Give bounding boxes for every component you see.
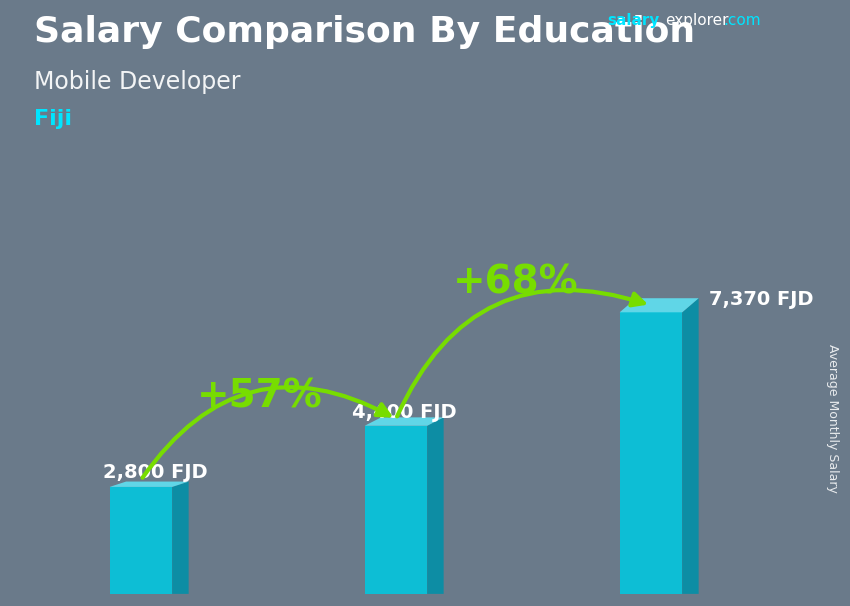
Polygon shape: [365, 426, 428, 594]
Polygon shape: [110, 482, 189, 487]
Polygon shape: [620, 298, 699, 312]
Text: 2,800 FJD: 2,800 FJD: [103, 464, 207, 482]
Text: salary: salary: [608, 13, 660, 28]
Text: +68%: +68%: [452, 264, 578, 302]
Text: 4,400 FJD: 4,400 FJD: [352, 403, 456, 422]
Text: +57%: +57%: [197, 377, 323, 415]
Polygon shape: [173, 482, 189, 594]
Polygon shape: [428, 418, 444, 594]
Polygon shape: [365, 418, 444, 426]
Text: Mobile Developer: Mobile Developer: [34, 70, 241, 94]
Text: Average Monthly Salary: Average Monthly Salary: [825, 344, 839, 493]
Text: 7,370 FJD: 7,370 FJD: [709, 290, 813, 309]
Text: Salary Comparison By Education: Salary Comparison By Education: [34, 15, 695, 49]
Text: Fiji: Fiji: [34, 109, 72, 129]
Polygon shape: [620, 312, 683, 594]
Polygon shape: [110, 487, 173, 594]
Text: .com: .com: [723, 13, 761, 28]
Text: explorer: explorer: [666, 13, 729, 28]
Polygon shape: [683, 298, 699, 594]
